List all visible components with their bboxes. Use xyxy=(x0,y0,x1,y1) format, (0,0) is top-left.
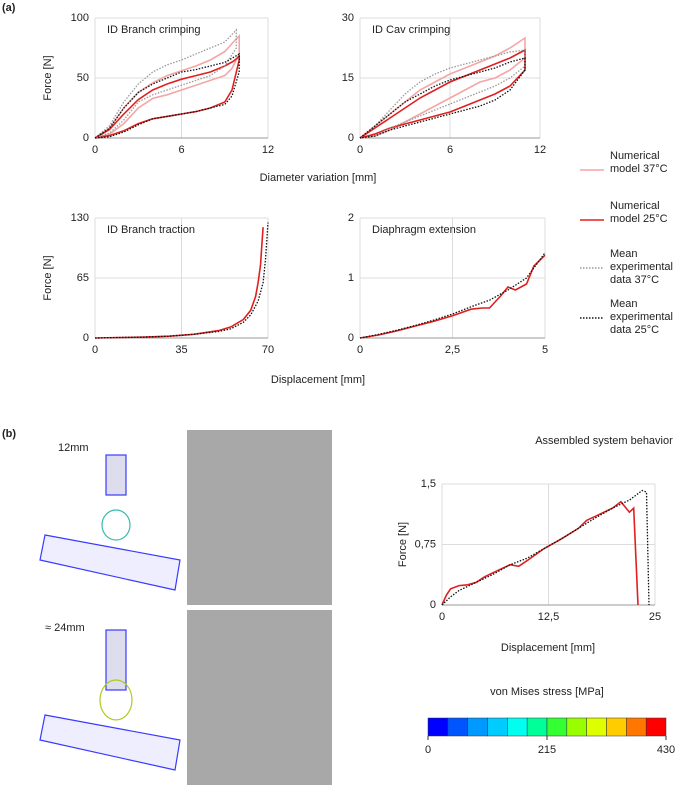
y-tick-label: 1 xyxy=(348,272,354,284)
legend-entry: Mean experimental data 25°C xyxy=(610,298,673,336)
color-segment xyxy=(546,717,568,737)
x-tick-label: 0 xyxy=(357,144,363,156)
y-tick-label: 30 xyxy=(342,12,354,24)
color-segment xyxy=(467,717,488,737)
image-label: 12mm xyxy=(58,442,89,454)
y-tick-label: 65 xyxy=(77,272,89,284)
color-segment xyxy=(427,717,449,737)
x-tick-label: 2,5 xyxy=(445,344,460,356)
color-segment xyxy=(606,717,627,737)
x-tick-label: 5 xyxy=(542,344,548,356)
tick-label: 0 xyxy=(425,744,431,756)
line-series xyxy=(94,52,240,139)
color-segment xyxy=(487,717,508,737)
line-series xyxy=(359,252,546,339)
legend-entry: Numerical model 25°C xyxy=(610,200,668,225)
color-segment xyxy=(447,717,468,737)
x-tick-label: 6 xyxy=(447,144,453,156)
tick-label: 215 xyxy=(538,744,556,756)
chart-title: ID Cav crimping xyxy=(372,24,450,36)
y-tick-label: 130 xyxy=(71,212,89,224)
line-series xyxy=(441,489,650,606)
line-series xyxy=(94,227,264,339)
line-series xyxy=(359,48,526,139)
x-axis-label: Displacement [mm] xyxy=(271,374,365,386)
simulation-image xyxy=(39,454,181,771)
photo xyxy=(187,430,332,605)
chart-title: Assembled system behavior xyxy=(535,435,673,447)
chart-title: ID Branch crimping xyxy=(107,24,201,36)
x-tick-label: 0 xyxy=(357,344,363,356)
y-tick-label: 0 xyxy=(83,132,89,144)
panel-label: (a) xyxy=(2,2,16,14)
color-segment xyxy=(566,717,587,737)
y-tick-label: 15 xyxy=(342,72,354,84)
x-tick-label: 0 xyxy=(439,611,445,623)
panel-label: (b) xyxy=(2,428,16,440)
color-segment xyxy=(507,717,528,737)
y-tick-label: 0 xyxy=(430,599,436,611)
color-segment xyxy=(645,717,667,737)
line-series xyxy=(94,34,240,139)
y-tick-label: 1,5 xyxy=(421,478,436,490)
legend-entry: Numerical model 37°C xyxy=(610,150,668,175)
x-tick-label: 0 xyxy=(92,144,98,156)
x-tick-label: 0 xyxy=(92,344,98,356)
x-tick-label: 12,5 xyxy=(538,611,559,623)
y-tick-label: 0 xyxy=(83,332,89,344)
chart-title: Diaphragm extension xyxy=(372,224,476,236)
legend-entry: Mean experimental data 37°C xyxy=(610,248,673,286)
x-axis-label: Displacement [mm] xyxy=(501,642,595,654)
line-series xyxy=(359,36,526,139)
x-tick-label: 12 xyxy=(262,144,274,156)
x-tick-label: 70 xyxy=(262,344,274,356)
y-tick-label: 2 xyxy=(348,212,354,224)
y-tick-label: 50 xyxy=(77,72,89,84)
y-tick-label: 100 xyxy=(71,12,89,24)
line-series xyxy=(94,28,237,139)
line-series xyxy=(359,254,546,339)
y-axis-label: Force [N] xyxy=(397,522,409,567)
x-tick-label: 35 xyxy=(175,344,187,356)
color-segment xyxy=(626,717,647,737)
y-axis-label: Force [N] xyxy=(42,255,54,300)
x-tick-label: 6 xyxy=(178,144,184,156)
line-series xyxy=(94,222,269,339)
line-series xyxy=(94,54,240,139)
x-axis-label: Diameter variation [mm] xyxy=(260,172,377,184)
y-tick-label: 0,75 xyxy=(415,538,436,550)
y-axis-label: Force [N] xyxy=(42,55,54,100)
line-series xyxy=(359,49,526,139)
chart-title: ID Branch traction xyxy=(107,224,195,236)
line-series xyxy=(359,57,526,139)
x-tick-label: 25 xyxy=(649,611,661,623)
line-series xyxy=(441,500,639,606)
photo xyxy=(187,610,332,785)
colorbar-title: von Mises stress [MPa] xyxy=(490,686,604,698)
image-label: ≈ 24mm xyxy=(45,622,85,634)
x-tick-label: 12 xyxy=(534,144,546,156)
y-tick-label: 0 xyxy=(348,332,354,344)
tick-label: 430 xyxy=(657,744,675,756)
y-tick-label: 0 xyxy=(348,132,354,144)
color-segment xyxy=(586,717,607,737)
color-segment xyxy=(526,717,548,737)
